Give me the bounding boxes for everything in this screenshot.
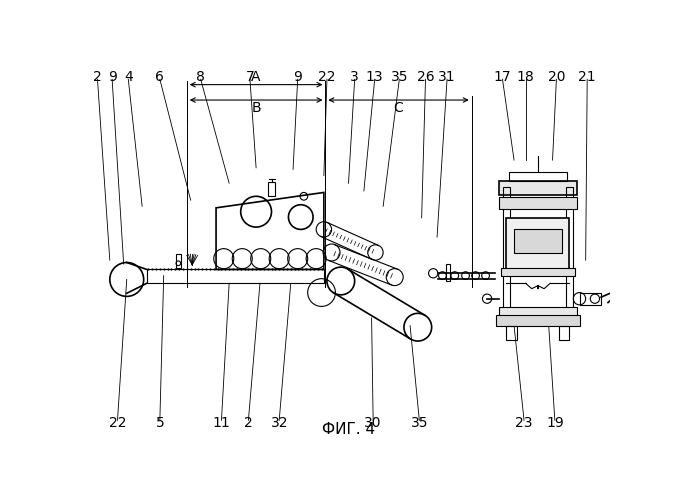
Bar (498, 197, 577, 208)
Bar (501, 268, 575, 276)
Text: 6: 6 (156, 70, 165, 84)
Text: 22: 22 (318, 70, 336, 84)
Text: 3: 3 (350, 70, 359, 84)
Text: B: B (252, 100, 261, 114)
Bar (446, 264, 450, 281)
Text: 26: 26 (417, 70, 435, 84)
Text: 31: 31 (438, 70, 456, 84)
Bar (579, 292, 601, 305)
Text: C: C (394, 100, 403, 114)
Text: ФИГ. 4: ФИГ. 4 (322, 422, 375, 437)
Bar (507, 218, 569, 272)
Text: 13: 13 (366, 70, 384, 84)
Text: 9: 9 (107, 70, 116, 84)
Bar (514, 230, 562, 252)
Text: 20: 20 (547, 70, 565, 84)
Text: 9: 9 (293, 70, 302, 84)
Text: 32: 32 (271, 416, 288, 430)
Bar (503, 187, 510, 310)
Text: 7: 7 (245, 70, 254, 84)
Text: 17: 17 (494, 70, 511, 84)
Text: 11: 11 (213, 416, 231, 430)
Text: 8: 8 (197, 70, 205, 84)
Bar (507, 326, 517, 340)
Text: 23: 23 (515, 416, 533, 430)
Text: 2: 2 (244, 416, 253, 430)
Bar (176, 254, 181, 268)
Bar (496, 315, 579, 326)
Bar (269, 182, 275, 196)
Text: 35: 35 (390, 70, 408, 84)
Text: 21: 21 (579, 70, 596, 84)
Text: 18: 18 (517, 70, 534, 84)
Bar (559, 326, 569, 340)
Bar (509, 172, 567, 181)
Bar (147, 270, 324, 283)
Text: 19: 19 (546, 416, 564, 430)
Text: 35: 35 (411, 416, 428, 430)
Text: 5: 5 (156, 416, 165, 430)
Text: 22: 22 (109, 416, 126, 430)
Text: 30: 30 (364, 416, 382, 430)
Bar (498, 307, 577, 316)
Text: 2: 2 (93, 70, 102, 84)
Bar (566, 187, 573, 310)
Text: 4: 4 (124, 70, 133, 84)
Text: A: A (252, 70, 261, 84)
Bar (498, 181, 577, 194)
